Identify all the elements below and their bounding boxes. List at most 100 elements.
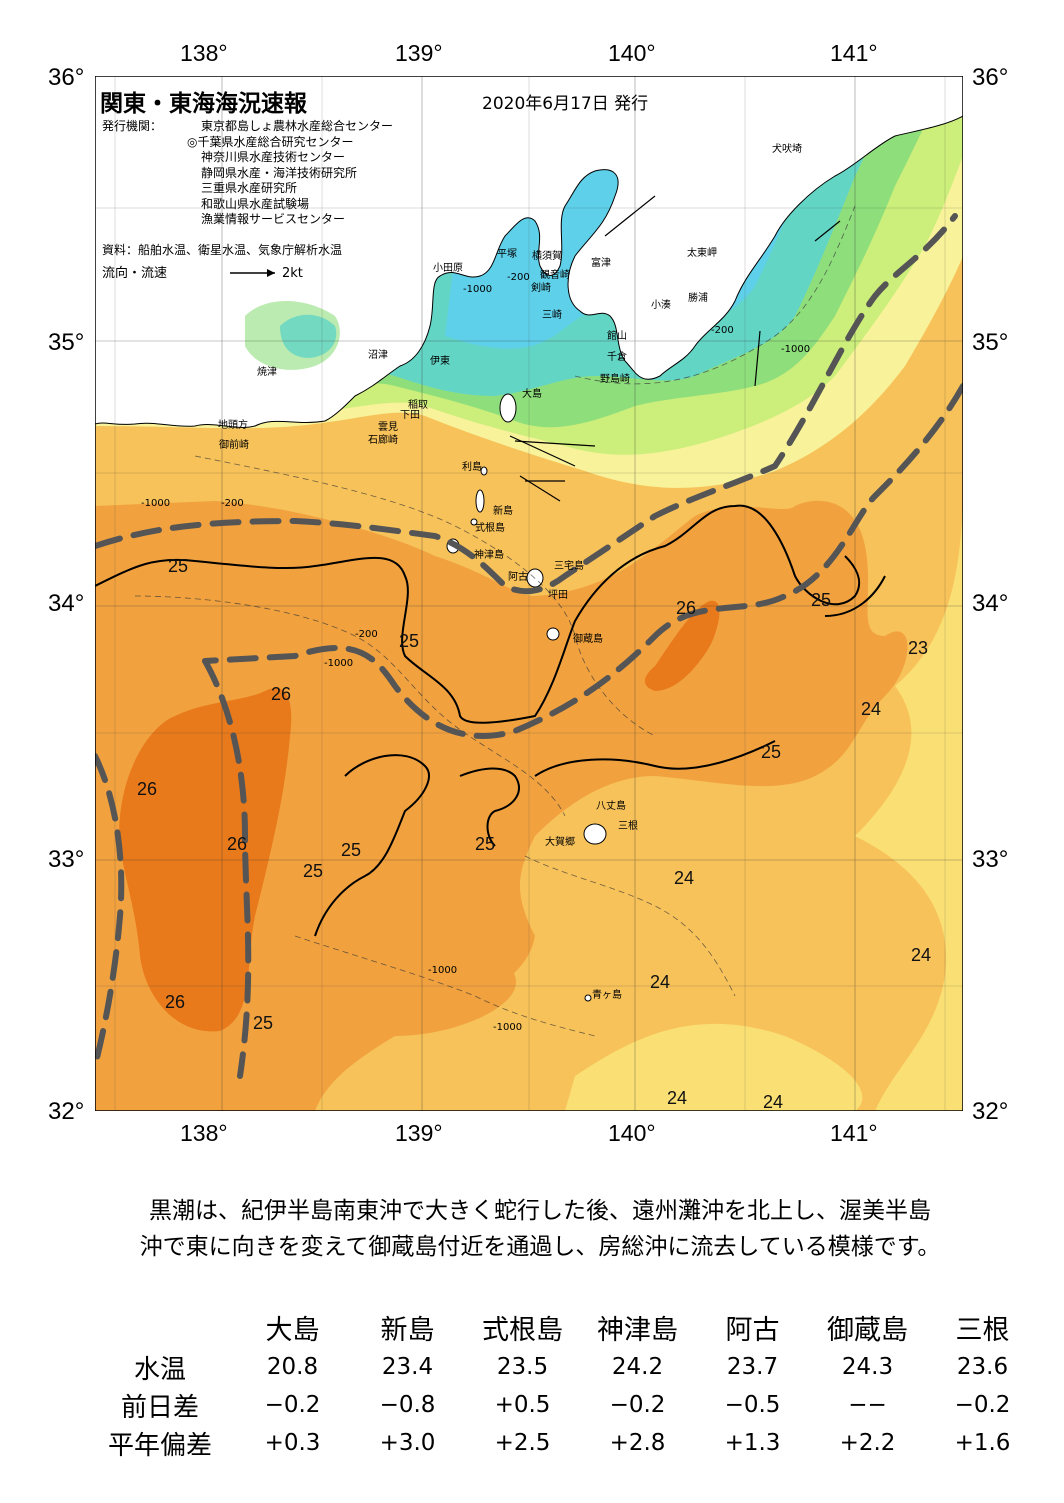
- zone-23: [855, 306, 963, 1111]
- table-cell: +3.0: [379, 1430, 436, 1456]
- issuer-label: 発行機関：: [102, 119, 163, 133]
- table-column-header: 御蔵島: [827, 1314, 908, 1346]
- island-hachijojima: [583, 823, 607, 845]
- lon-label-141-bottom: 141°: [830, 1120, 878, 1146]
- issuer-item: 静岡県水産・海洋技術研究所: [201, 165, 358, 180]
- place-label: 勝浦: [688, 293, 708, 304]
- isotherm-label: 25: [761, 742, 782, 762]
- isotherm-label: 24: [861, 699, 882, 719]
- isotherm-label: 25: [253, 1013, 274, 1033]
- lat-label-36-right: 36°: [972, 64, 1009, 91]
- lat-label-34-left: 34°: [48, 590, 85, 617]
- table-cell: 23.5: [496, 1354, 549, 1380]
- isotherm-label: 25: [811, 590, 832, 610]
- place-label: 焼津: [257, 367, 277, 378]
- place-label: 八丈島: [596, 801, 626, 812]
- table-cell: −0.2: [264, 1392, 321, 1418]
- flow-scale-arrowhead: [267, 269, 275, 277]
- isotherm-label: 24: [911, 945, 932, 965]
- suruga-bay: [280, 314, 337, 358]
- lat-label-32-left: 32°: [48, 1098, 85, 1125]
- isotherm-label: 26: [227, 834, 248, 854]
- place-label: 利島: [462, 462, 482, 473]
- table-cell: +2.8: [609, 1430, 666, 1456]
- isotherm-label: 25: [341, 840, 362, 860]
- table-row: 水温 20.8 23.4 23.5 24.2 23.7 24.3 23.6: [85, 1348, 1040, 1386]
- summary-line: 沖で東に向きを変えて御蔵島付近を通過し、房総沖に流去している模様です。: [139, 1234, 941, 1260]
- depth-contours: [134, 205, 856, 1037]
- table-cell: 23.4: [381, 1354, 434, 1380]
- table-cell: 20.8: [266, 1354, 319, 1380]
- table-cell: +1.6: [954, 1430, 1011, 1456]
- place-label: 御前崎: [219, 440, 249, 451]
- table-cell: +2.5: [494, 1430, 551, 1456]
- isotherm-label: 26: [271, 684, 292, 704]
- table-cell: −0.2: [954, 1392, 1011, 1418]
- data-source: 資料：船舶水温、衛星水温、気象庁解析水温: [102, 243, 343, 257]
- issue-date: 2020年6月17日 発行: [482, 94, 649, 114]
- place-label: 御蔵島: [573, 634, 603, 645]
- map-title: 関東・東海海況速報: [100, 91, 307, 117]
- table-cell: −−: [848, 1392, 887, 1418]
- table-cell: −0.2: [609, 1392, 666, 1418]
- depth-label: -1000: [428, 965, 458, 976]
- issuer-item: 漁業情報サービスセンター: [201, 212, 346, 226]
- place-label: 小湊: [651, 300, 671, 311]
- issuer-item: 神奈川県水産技術センター: [201, 150, 346, 164]
- lon-label-139-top: 139°: [395, 40, 443, 66]
- table-row: 平年偏差 +0.3 +3.0 +2.5 +2.8 +1.3 +2.2 +1.6: [85, 1424, 1040, 1462]
- place-label: 新島: [493, 506, 513, 517]
- place-label: 大賀郷: [545, 837, 575, 848]
- depth-label: -1000: [141, 498, 171, 509]
- table-column-header: 大島: [265, 1314, 320, 1346]
- lon-label-139-bottom: 139°: [395, 1120, 443, 1146]
- current-arrows: [509, 195, 841, 502]
- isotherm-label: 24: [763, 1092, 784, 1112]
- depth-label: -1000: [463, 284, 493, 295]
- place-label: 三宅島: [554, 561, 584, 572]
- lon-label-140-bottom: 140°: [608, 1120, 656, 1146]
- issuer-item: ◎千葉県水産総合研究センター: [187, 134, 354, 149]
- place-label: 平塚: [497, 249, 517, 260]
- table-cell: +0.3: [264, 1430, 321, 1456]
- island-shikinejima: [470, 518, 478, 526]
- zone-26-east: [644, 600, 720, 691]
- grid-lines: [95, 76, 963, 1111]
- isotherm-label: 26: [676, 598, 697, 618]
- table-column-header: 新島: [380, 1314, 435, 1346]
- place-label: 野島崎: [600, 374, 630, 385]
- sea-temperature-map: [95, 76, 963, 1111]
- depth-label: -200: [507, 272, 530, 283]
- island-aogashima: [584, 994, 592, 1002]
- isotherm-lines: [95, 504, 886, 937]
- lat-label-35-left: 35°: [48, 329, 85, 356]
- flow-legend-label: 流向・流速: [102, 266, 168, 281]
- isotherm-label: 24: [667, 1088, 688, 1108]
- place-label: 式根島: [475, 523, 505, 534]
- table-cell: +1.3: [724, 1430, 781, 1456]
- table-cell: 24.2: [611, 1354, 664, 1380]
- isotherm-label: 23: [908, 638, 929, 658]
- table-column-header: 三根: [955, 1314, 1010, 1346]
- depth-label: -200: [711, 325, 734, 336]
- isotherm-label: 26: [137, 779, 158, 799]
- place-label: 横須賀: [532, 251, 562, 262]
- place-label: 稲取: [408, 400, 428, 411]
- place-label: 石廊崎: [368, 435, 398, 446]
- table-column-header: 神津島: [597, 1314, 678, 1346]
- isotherm-label: 25: [399, 631, 420, 651]
- place-label: 館山: [607, 331, 627, 342]
- issuer-item: 三重県水産研究所: [201, 181, 298, 195]
- isotherm-label: 24: [674, 868, 695, 888]
- place-label: 阿古: [508, 572, 528, 583]
- lat-label-33-right: 33°: [972, 846, 1009, 873]
- place-label: 神津島: [474, 550, 504, 561]
- place-label: 青ヶ島: [592, 990, 622, 1001]
- table-cell: −0.8: [379, 1392, 436, 1418]
- issuer-list: 東京都島しょ農林水産総合センター ◎千葉県水産総合研究センター 神奈川県水産技術…: [187, 119, 393, 228]
- place-label: 地頭方: [218, 420, 248, 431]
- table-cell: +0.5: [494, 1392, 551, 1418]
- place-label: 千倉: [607, 352, 627, 363]
- place-label: 富津: [591, 258, 611, 269]
- place-label: 下田: [400, 410, 420, 421]
